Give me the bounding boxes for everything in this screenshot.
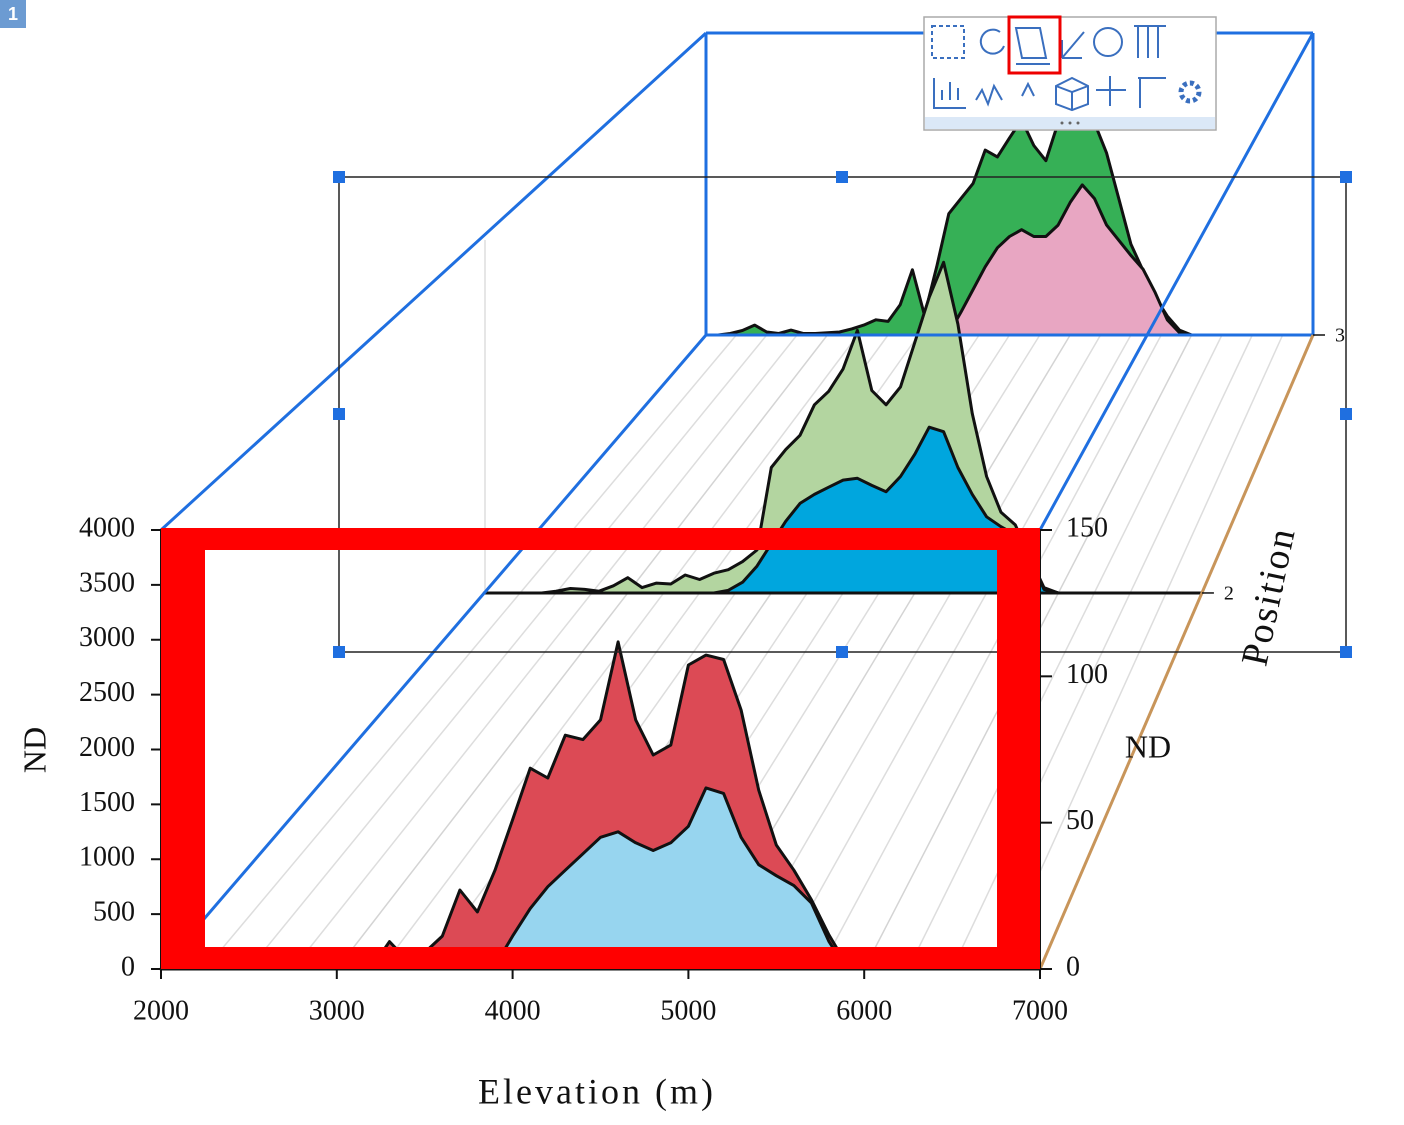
- y-tick-label: 1500: [79, 787, 135, 818]
- z-tick-label: 2: [1224, 583, 1234, 605]
- y-tick-label: 500: [93, 897, 135, 928]
- highlight-edge: [997, 528, 1040, 969]
- tool-icon[interactable]: [975, 83, 1003, 107]
- tool-icon[interactable]: [1055, 76, 1089, 112]
- handle[interactable]: [836, 171, 848, 183]
- y2-tick-label: 150: [1066, 512, 1108, 543]
- y-tick-label: 2000: [79, 732, 135, 763]
- handle[interactable]: [836, 646, 848, 658]
- handle[interactable]: [1340, 171, 1352, 183]
- handle[interactable]: [333, 171, 345, 183]
- y2-tick-label: 100: [1066, 659, 1108, 690]
- x-tick-label: 3000: [309, 995, 365, 1026]
- highlight: [161, 528, 1040, 969]
- frame-edge: [159, 31, 708, 532]
- y2-axis-title: ND: [1125, 728, 1171, 764]
- x-tick-label: 6000: [836, 995, 892, 1026]
- selection-box: [333, 171, 1352, 658]
- handle[interactable]: [1340, 408, 1352, 420]
- tool-icon[interactable]: [933, 78, 966, 109]
- z-axis-title: Position: [1234, 523, 1304, 669]
- tool-icon[interactable]: [1061, 31, 1085, 59]
- tool-icon[interactable]: [1134, 25, 1166, 58]
- tool-icon[interactable]: [1178, 80, 1202, 104]
- y2-tick-label: 0: [1066, 951, 1080, 982]
- z-tick-label: 3: [1335, 325, 1345, 347]
- tool-icon[interactable]: [1138, 77, 1166, 108]
- x-tick-label: 7000: [1012, 995, 1068, 1026]
- toolbar: [923, 15, 1217, 131]
- badge: [0, 0, 26, 28]
- tool-icon[interactable]: [931, 25, 965, 59]
- y-tick-label: 0: [121, 951, 135, 982]
- badge-label: 1: [8, 4, 18, 24]
- tool-icon[interactable]: [1014, 27, 1050, 65]
- handle[interactable]: [1340, 646, 1352, 658]
- tool-icon[interactable]: [1096, 76, 1126, 106]
- tool-icon[interactable]: [979, 28, 1005, 55]
- tool-highlight: [1007, 15, 1062, 75]
- frame-edge: [1038, 32, 1315, 531]
- y-tick-label: 3000: [79, 622, 135, 653]
- handle[interactable]: [333, 408, 345, 420]
- toolbar-panel: [923, 16, 1217, 131]
- x-tick-label: 2000: [133, 995, 189, 1026]
- y-tick-label: 2500: [79, 677, 135, 708]
- highlight-edge: [161, 947, 1040, 969]
- highlight-edge: [161, 528, 205, 969]
- handle[interactable]: [333, 646, 345, 658]
- y-tick-label: 1000: [79, 842, 135, 873]
- y-axis-title: ND: [16, 727, 52, 773]
- x-tick-label: 5000: [660, 995, 716, 1026]
- highlight-edge: [161, 528, 1040, 550]
- x-tick-label: 4000: [485, 995, 541, 1026]
- tool-icon[interactable]: [1093, 27, 1123, 57]
- y-tick-label: 4000: [79, 512, 135, 543]
- y-tick-label: 3500: [79, 567, 135, 598]
- x-axis-title: Elevation (m): [478, 1071, 716, 1111]
- y2-tick-label: 50: [1066, 805, 1094, 836]
- tool-icon[interactable]: [1021, 81, 1035, 97]
